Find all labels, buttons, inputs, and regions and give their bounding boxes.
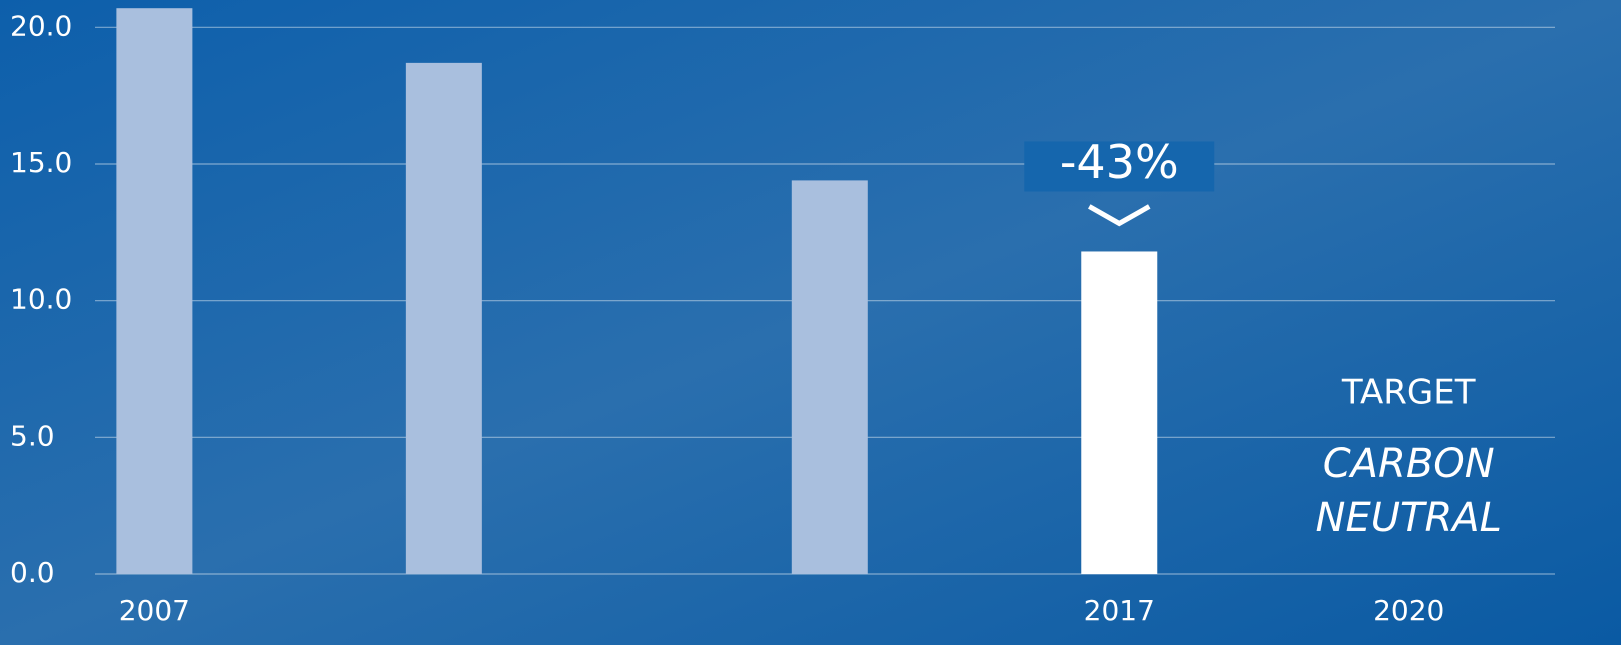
bar	[405, 62, 482, 574]
bar	[791, 180, 868, 574]
target-note: CARBON	[1323, 441, 1495, 487]
chevron	[1088, 204, 1151, 227]
change-label: -43%	[1060, 135, 1179, 189]
target-note: NEUTRAL	[1316, 495, 1502, 541]
y-tick-label: 10.0	[10, 283, 72, 316]
bar	[1081, 251, 1158, 574]
x-tick-label: 2007	[119, 594, 190, 627]
x-tick-label: 2020	[1373, 594, 1444, 627]
y-tick-label: 0.0	[10, 556, 55, 589]
y-tick-label: 5.0	[10, 419, 55, 452]
target-label: TARGET	[1341, 373, 1476, 413]
y-tick-label: 20.0	[10, 9, 72, 42]
bar	[116, 8, 193, 574]
y-tick-label: 15.0	[10, 146, 72, 179]
x-tick-label: 2017	[1084, 594, 1155, 627]
label-backdrop	[1024, 141, 1215, 192]
